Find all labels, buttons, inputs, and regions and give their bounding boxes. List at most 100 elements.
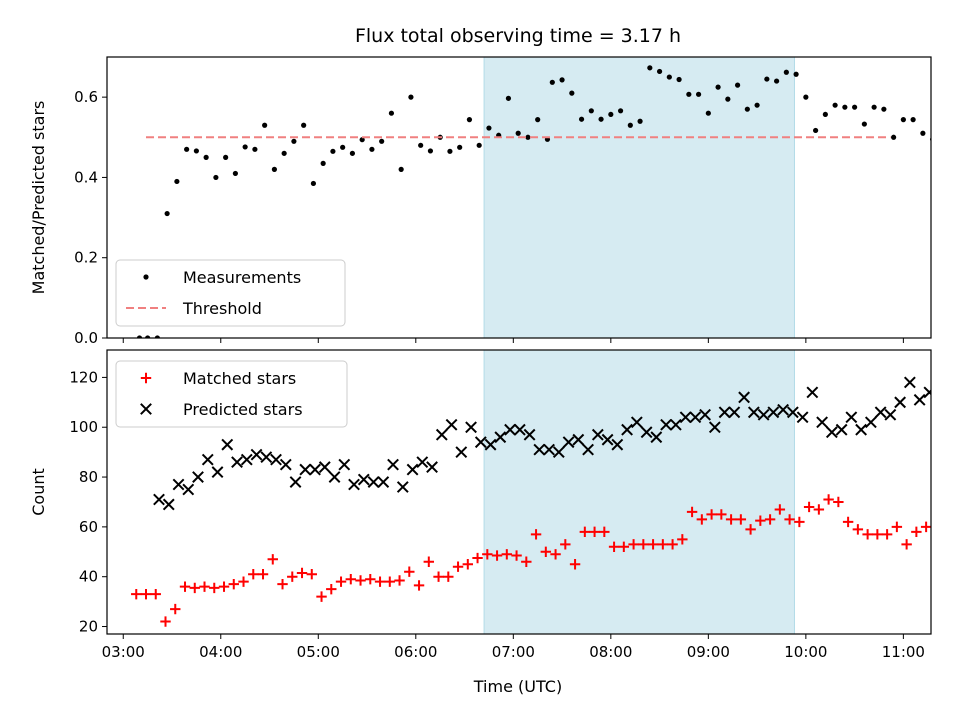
measurement-point [666, 74, 672, 80]
predicted-star-point [621, 423, 633, 436]
measurement-point [164, 210, 170, 217]
x-tick-label: 09:00 [687, 643, 730, 661]
predicted-star-point [201, 453, 214, 466]
predicted-star-point [884, 408, 897, 421]
measurement-point [900, 117, 906, 123]
measurement-point [203, 154, 209, 160]
measurement-point [588, 108, 594, 114]
measurement-point [627, 122, 633, 128]
matched-star-point [365, 573, 376, 585]
measurement-point [705, 110, 711, 116]
matched-star-point [862, 529, 873, 540]
matched-star-point [667, 539, 678, 550]
predicted-star-point [923, 386, 931, 399]
predicted-star-point [718, 406, 731, 419]
measurement-point [379, 138, 385, 144]
predicted-star-point [855, 423, 868, 436]
measurement-point [418, 142, 424, 148]
matched-star-point [179, 581, 191, 592]
predicted-star-point [640, 426, 653, 439]
legend-marker [140, 372, 152, 384]
predicted-star-point [894, 396, 907, 409]
predicted-star-point [944, 385, 954, 395]
measurement-point [232, 170, 238, 177]
predicted-star-point [172, 478, 185, 491]
measurement-point [457, 144, 463, 150]
predicted-star-point [348, 478, 360, 491]
predicted-star-point [192, 471, 204, 483]
matched-star-point [901, 539, 912, 550]
matched-star-point [881, 529, 893, 540]
predicted-star-point [484, 438, 497, 451]
measurement-point [783, 69, 789, 75]
predicted-star-point [250, 448, 263, 461]
matched-star-point [696, 514, 708, 525]
measurement-point [920, 130, 926, 136]
matched-star-point [423, 556, 434, 567]
predicted-star-point [231, 456, 243, 469]
measurement-point [174, 178, 180, 185]
matched-star-point [638, 539, 649, 550]
matched-star-point [131, 588, 142, 600]
predicted-star-point [240, 453, 253, 466]
measurement-point [301, 122, 307, 128]
measurement-point [637, 118, 643, 124]
predicted-star-point [825, 426, 838, 439]
matched-star-point [316, 591, 327, 602]
measurement-point [310, 180, 317, 187]
matched-star-point [150, 588, 161, 600]
matched-star-point [618, 541, 630, 553]
y-tick-label: 80 [79, 468, 98, 486]
matched-star-point [579, 526, 591, 538]
matched-star-point [491, 550, 503, 561]
matched-star-point [404, 566, 415, 577]
measurement-point [861, 121, 867, 127]
predicted-star-point [338, 458, 351, 471]
predicted-star-point [455, 446, 468, 459]
matched-star-point [891, 521, 903, 533]
matched-star-point [774, 504, 786, 515]
predicted-star-point [494, 431, 507, 444]
matched-star-point [686, 506, 698, 518]
predicted-star-point [562, 436, 575, 449]
matched-star-point [725, 514, 737, 525]
matched-star-point [306, 569, 317, 580]
x-tick-label: 08:00 [589, 643, 632, 661]
y-tick-label: 20 [79, 618, 98, 636]
matched-star-point [530, 529, 542, 540]
matched-star-point [628, 539, 639, 550]
measurement-point [291, 138, 297, 144]
predicted-star-point [162, 498, 175, 511]
measurement-point [154, 335, 160, 338]
predicted-star-point [669, 418, 682, 431]
highlight-band [483, 56, 795, 339]
matched-star-point [462, 559, 474, 570]
predicted-star-point [211, 466, 224, 478]
predicted-star-point [474, 436, 487, 449]
matched-star-point [140, 588, 152, 600]
measurement-point [734, 82, 741, 88]
measurement-point [281, 150, 287, 156]
measurement-point [656, 68, 663, 75]
predicted-star-point [816, 416, 829, 429]
x-tick-label: 06:00 [394, 643, 437, 661]
measurement-point [813, 127, 819, 134]
predicted-star-point [786, 406, 799, 419]
matched-star-point [803, 501, 815, 513]
matched-star-point [511, 550, 522, 561]
measurement-point [910, 117, 916, 123]
matched-star-point [745, 524, 756, 535]
predicted-star-point [757, 408, 770, 421]
matched-star-point [413, 580, 425, 591]
predicted-star-point [835, 423, 848, 436]
matched-star-point [394, 575, 405, 586]
measurement-point [569, 90, 575, 96]
y-tick-label: 0.2 [74, 249, 98, 267]
predicted-star-point [377, 476, 390, 488]
predicted-star-point [396, 481, 409, 493]
measurement-point [398, 166, 404, 172]
matched-star-point [764, 514, 776, 525]
matched-star-point [335, 576, 347, 587]
matched-star-point [189, 582, 200, 594]
